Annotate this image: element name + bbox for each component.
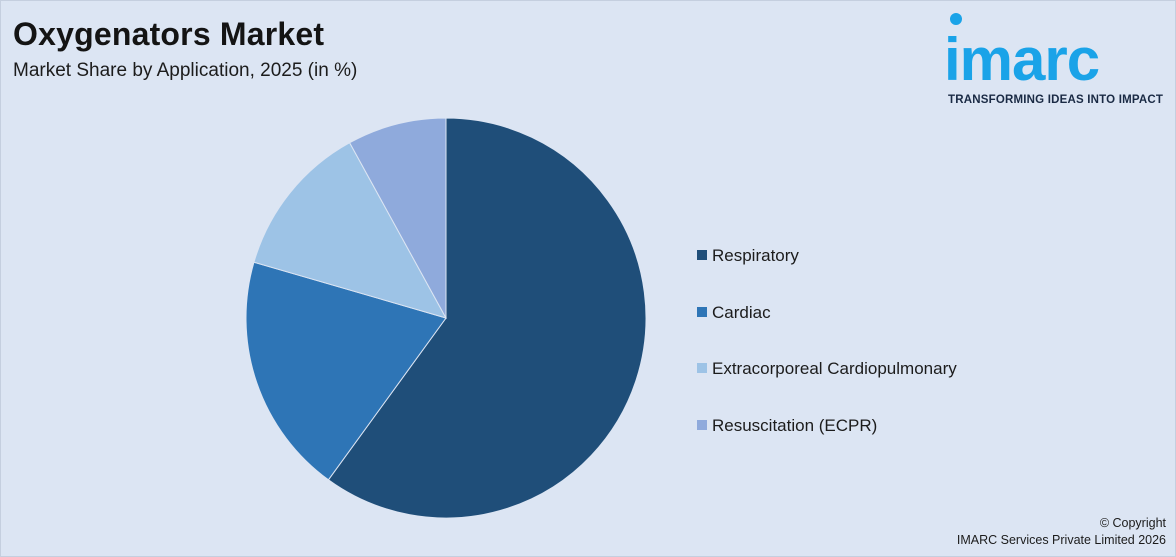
legend-label: Resuscitation (ECPR) xyxy=(712,415,878,435)
logo-wordmark: imarc xyxy=(944,26,1100,93)
legend-label: Respiratory xyxy=(712,246,799,265)
pie-slice-respiratory xyxy=(327,117,647,519)
legend-swatch xyxy=(697,306,707,317)
chart-subtitle: Market Share by Application, 2025 (in %) xyxy=(13,60,358,81)
copyright-line-1: © Copyright xyxy=(1099,516,1166,530)
pie-slice-extracorporeal-cardiopulmonary xyxy=(253,142,448,319)
logo-dot-icon xyxy=(950,13,962,25)
copyright: © Copyright IMARC Services Private Limit… xyxy=(957,515,1166,549)
copyright-line-2: IMARC Services Private Limited 2026 xyxy=(956,533,1166,547)
legend-item: Extracorporeal Cardiopulmonary xyxy=(697,359,957,379)
legend-swatch xyxy=(697,363,707,373)
legend-label: Cardiac xyxy=(712,302,771,322)
imarc-logo: imarc TRANSFORMING IDEAS INTO IMPACT xyxy=(944,12,1172,112)
legend-item: Cardiac xyxy=(697,303,771,323)
legend-item: Resuscitation (ECPR) xyxy=(697,416,877,436)
chart-title: Oxygenators Market xyxy=(13,16,325,52)
pie-slice-cardiac xyxy=(245,261,447,481)
pie-slice-resuscitation-ecpr xyxy=(348,117,447,319)
logo-tagline: TRANSFORMING IDEAS INTO IMPACT xyxy=(948,94,1164,106)
legend-item: Respiratory xyxy=(697,246,799,266)
legend-swatch xyxy=(697,419,707,430)
legend-label: Extracorporeal Cardiopulmonary xyxy=(712,359,957,378)
legend-swatch xyxy=(697,250,707,260)
